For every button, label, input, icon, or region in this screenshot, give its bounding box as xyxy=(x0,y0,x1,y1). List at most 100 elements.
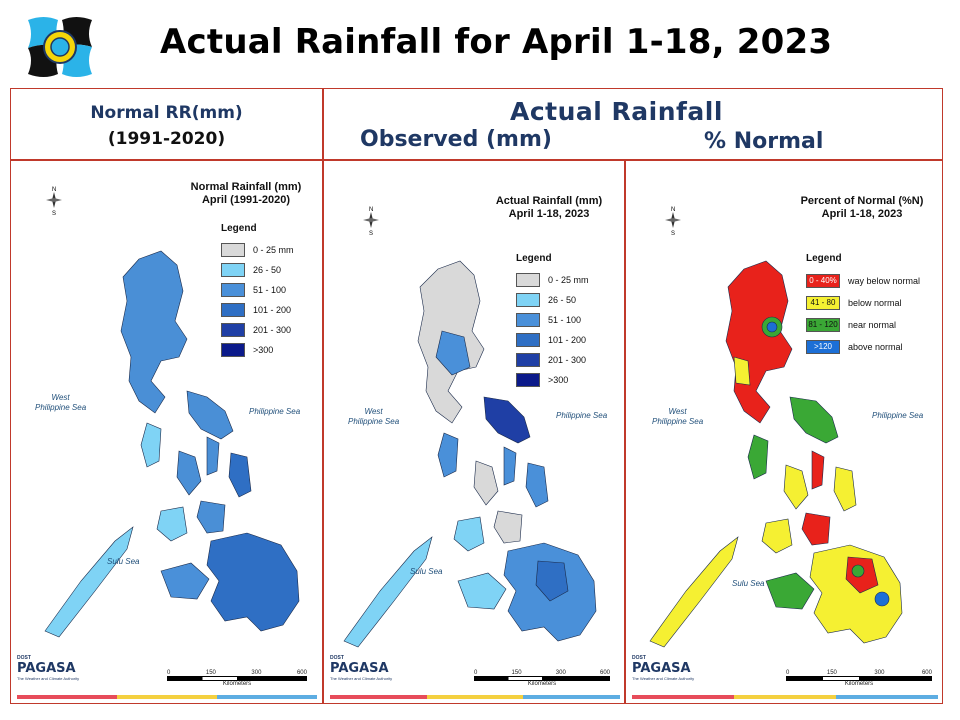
scale-tick: 150 xyxy=(826,670,837,676)
logo-brand-text: PAGASA xyxy=(17,661,76,676)
legend-label: below normal xyxy=(848,298,902,308)
normal-legend: Legend 0 - 25 mm 26 - 50 51 - 100 101 - … xyxy=(221,223,294,360)
percent-normal-header: % Normal xyxy=(704,129,824,154)
logo-tagline-text: The Weather and Climate Authority xyxy=(632,676,695,681)
svg-text:S: S xyxy=(671,231,675,235)
scale-bar: 0 150 300 600 Kilometers xyxy=(786,670,932,687)
svg-text:S: S xyxy=(52,211,56,215)
percent-legend: Legend 0 - 40% way below normal 41 - 80 be… xyxy=(806,253,920,358)
legend-swatch xyxy=(516,373,540,387)
page-title: Actual Rainfall for April 1-18, 2023 xyxy=(160,22,833,62)
philippines-map-normal xyxy=(44,250,300,638)
legend-label: 201 - 300 xyxy=(548,355,587,365)
panel-title-line1: Normal Rainfall (mm) xyxy=(190,181,302,193)
legend-swatch xyxy=(516,273,540,287)
sea-label-sulu: Sulu Sea xyxy=(410,567,443,576)
legend-item: 101 - 200 xyxy=(516,330,589,350)
legend-item: 201 - 300 xyxy=(516,350,589,370)
scale-unit: Kilometers xyxy=(222,681,252,687)
logo-brand-text: PAGASA xyxy=(330,661,389,676)
legend-label: 26 - 50 xyxy=(253,265,282,275)
logo-small-text: DOST xyxy=(17,655,31,661)
legend-label: >300 xyxy=(253,345,274,355)
legend-label: 201 - 300 xyxy=(253,325,292,335)
legend-item: 0 - 25 mm xyxy=(516,270,589,290)
scale-tick: 300 xyxy=(251,670,262,676)
legend-label: above normal xyxy=(848,342,903,352)
legend-item: >300 xyxy=(516,370,589,390)
pagasa-seal-logo xyxy=(24,14,96,80)
scale-bar: 0 150 300 600 Kilometers xyxy=(474,670,610,687)
sea-label-west: West Philippine Sea xyxy=(35,393,87,412)
footer-stripe xyxy=(17,695,317,699)
legend-swatch xyxy=(221,303,245,317)
legend-item: 101 - 200 xyxy=(221,300,294,320)
philippines-map-percent xyxy=(649,260,903,648)
legend-title: Legend xyxy=(516,253,552,264)
legend-item: >300 xyxy=(221,340,294,360)
legend-swatch xyxy=(516,353,540,367)
scale-unit: Kilometers xyxy=(844,681,874,687)
legend-swatch xyxy=(221,343,245,357)
panel-title-line1: Actual Rainfall (mm) xyxy=(495,195,603,207)
svg-text:N: N xyxy=(671,207,675,213)
legend-title: Legend xyxy=(221,223,257,234)
logo-tagline-text: The Weather and Climate Authority xyxy=(330,676,393,681)
svg-text:N: N xyxy=(369,207,373,213)
scale-tick: 0 xyxy=(474,670,478,676)
scale-tick: 150 xyxy=(205,670,216,676)
scale-tick: 300 xyxy=(874,670,885,676)
legend-swatch: 0 - 40% xyxy=(806,274,840,288)
legend-item: >120 above normal xyxy=(806,336,920,358)
legend-swatch xyxy=(221,283,245,297)
legend-swatch: >120 xyxy=(806,340,840,354)
logo-small-text: DOST xyxy=(330,655,344,661)
legend-item: 51 - 100 xyxy=(516,310,589,330)
observed-header: Observed (mm) xyxy=(360,127,552,152)
sea-label-sulu: Sulu Sea xyxy=(107,557,140,566)
footer-stripe xyxy=(632,695,938,699)
scale-tick: 0 xyxy=(167,670,171,676)
panel-title-line1: Percent of Normal (%N) xyxy=(800,195,924,207)
svg-text:S: S xyxy=(369,231,373,235)
sea-label-sulu: Sulu Sea xyxy=(732,579,765,588)
panel-title-line2: April 1-18, 2023 xyxy=(508,208,590,220)
pagasa-footer-logo: DOST PAGASA The Weather and Climate Auth… xyxy=(330,655,396,689)
sea-label-east: Philippine Sea xyxy=(872,411,924,420)
sea-label-east: Philippine Sea xyxy=(249,407,301,416)
legend-swatch xyxy=(221,243,245,257)
legend-item: 26 - 50 xyxy=(516,290,589,310)
normal-header-box: Normal RR(mm) (1991-2020) xyxy=(10,88,323,160)
panel-title-line2: April 1-18, 2023 xyxy=(821,208,903,220)
legend-title: Legend xyxy=(806,253,842,264)
pagasa-footer-logo: DOST PAGASA The Weather and Climate Auth… xyxy=(17,655,83,689)
legend-item: 81 - 120 near normal xyxy=(806,314,920,336)
legend-item: 41 - 80 below normal xyxy=(806,292,920,314)
sea-label-west: West Philippine Sea xyxy=(348,407,400,426)
legend-label: 101 - 200 xyxy=(253,305,292,315)
logo-brand-text: PAGASA xyxy=(632,661,691,676)
panel-title-line2: April (1991-2020) xyxy=(201,194,291,206)
scale-tick: 600 xyxy=(921,670,932,676)
legend-swatch xyxy=(221,323,245,337)
legend-item: 0 - 40% way below normal xyxy=(806,270,920,292)
normal-header-line2: (1991-2020) xyxy=(107,129,226,149)
footer-stripe xyxy=(330,695,621,699)
sea-label-west: West Philippine Sea xyxy=(652,407,704,426)
logo-small-text: DOST xyxy=(632,655,646,661)
legend-swatch xyxy=(516,313,540,327)
scale-tick: 600 xyxy=(296,670,307,676)
legend-label: 51 - 100 xyxy=(548,315,582,325)
scale-tick: 300 xyxy=(555,670,566,676)
svg-text:N: N xyxy=(52,187,56,193)
legend-swatch: 81 - 120 xyxy=(806,318,840,332)
scale-bar: 0 150 300 600 Kilometers xyxy=(167,670,307,687)
actual-legend: Legend 0 - 25 mm 26 - 50 51 - 100 101 - … xyxy=(516,253,589,390)
legend-label: 0 - 25 mm xyxy=(548,275,589,285)
